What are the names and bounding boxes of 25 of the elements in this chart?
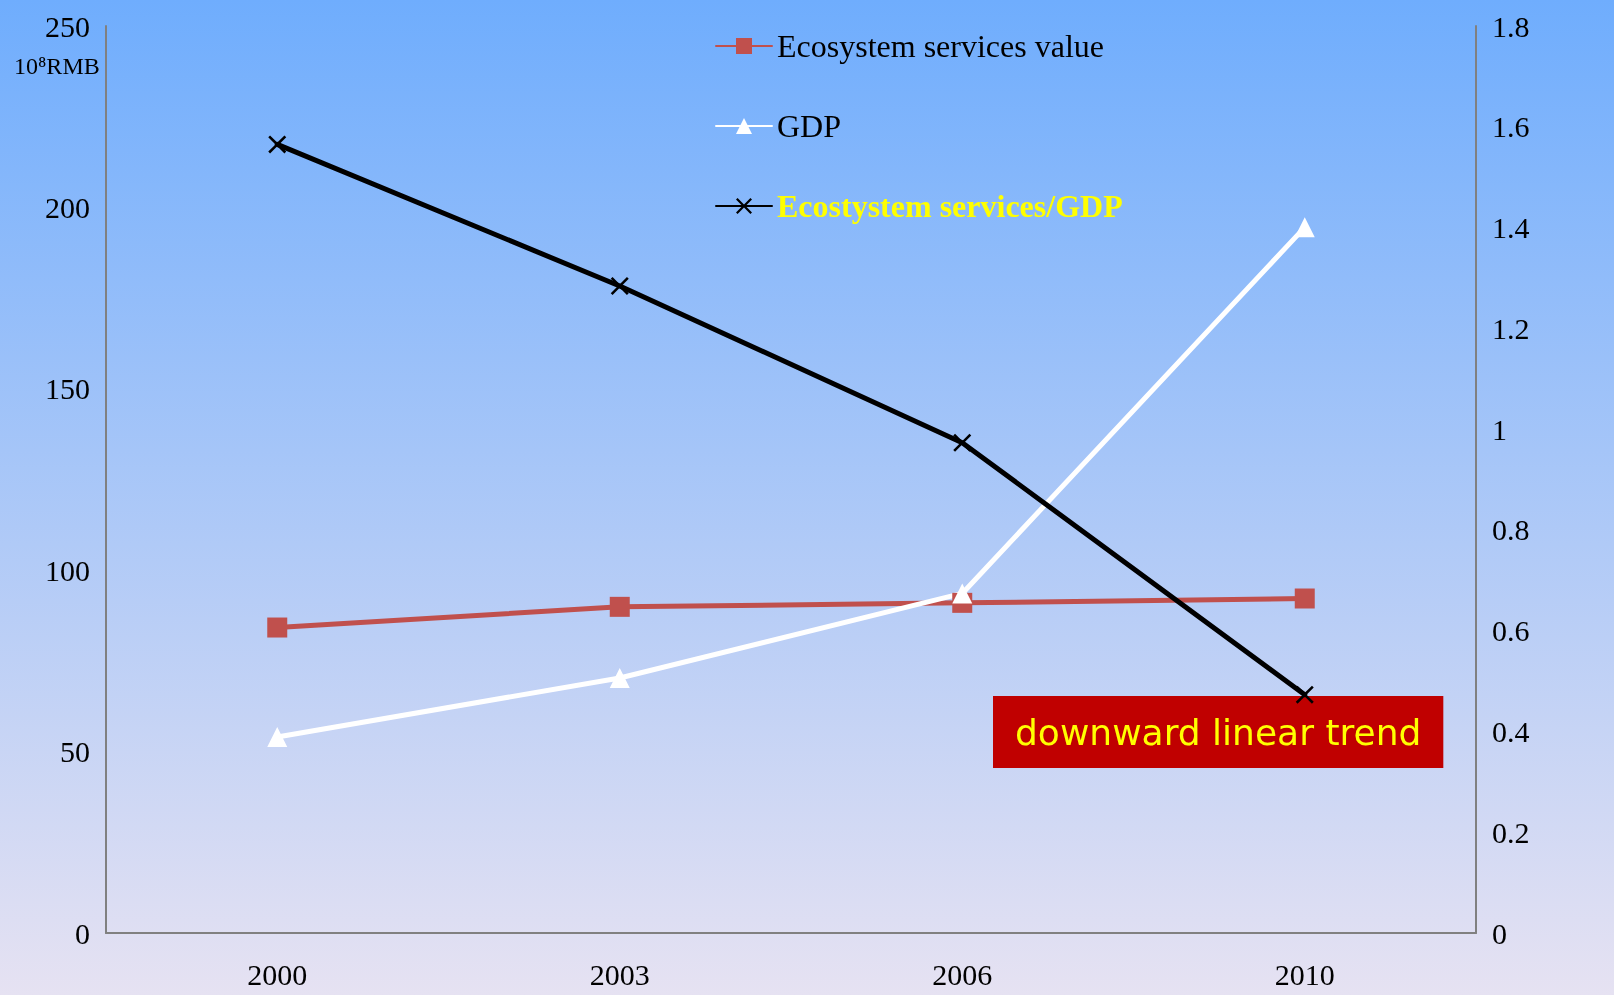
y-tick-label: 100 [45, 553, 90, 587]
y2-tick-label: 0 [1492, 916, 1507, 950]
y2-tick-label: 1 [1492, 412, 1507, 446]
y2-tick-label: 0.8 [1492, 513, 1530, 547]
x-tick-label: 2006 [932, 957, 993, 991]
y-tick-label: 200 [45, 190, 90, 224]
x-tick-label: 2003 [589, 957, 650, 991]
y2-tick-label: 0.2 [1492, 815, 1530, 849]
legend-label: Ecostystem services/GDP [777, 188, 1123, 224]
y2-tick-label: 0.6 [1492, 614, 1530, 648]
y2-tick-label: 1.4 [1492, 211, 1530, 245]
y-tick-label: 150 [45, 372, 90, 406]
y2-tick-label: 0.4 [1492, 714, 1530, 748]
y-tick-label: 250 [45, 9, 90, 43]
y2-tick-label: 1.6 [1492, 110, 1530, 144]
annotation: downward linear trend [1015, 711, 1422, 753]
x-tick-label: 2010 [1274, 957, 1335, 991]
y2-tick-label: 1.8 [1492, 9, 1530, 43]
x-tick-label: 2000 [247, 957, 308, 991]
legend-label: Ecosystem services value [777, 28, 1104, 64]
y-tick-label: 0 [75, 916, 90, 950]
legend-label: GDP [777, 108, 842, 144]
y2-tick-label: 1.2 [1492, 311, 1530, 345]
y-axis-title: 10⁸RMB [14, 53, 100, 79]
y-tick-label: 50 [60, 735, 90, 769]
